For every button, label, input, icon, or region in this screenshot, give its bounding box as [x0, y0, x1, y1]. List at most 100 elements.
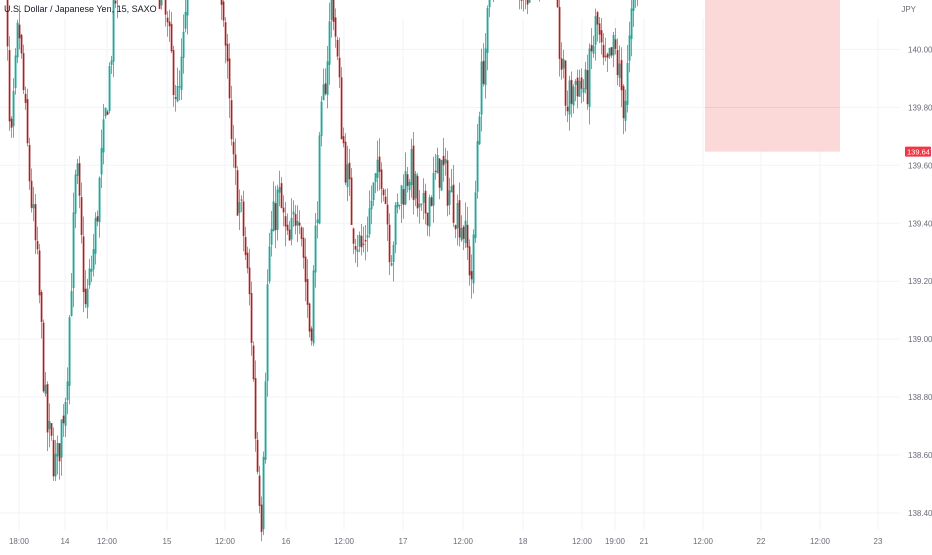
candle-body [326, 61, 329, 95]
candle-body [336, 39, 339, 57]
candle-body [564, 60, 567, 106]
candle-body [464, 220, 467, 244]
x-tick-label: 14 [61, 537, 70, 546]
candle-body [416, 175, 419, 209]
candle-body [18, 24, 21, 39]
candle-body [104, 107, 107, 117]
candle-body [314, 225, 317, 273]
candle-body [344, 141, 347, 183]
chart-title: U.S. Dollar / Japanese Yen, 15, SAXO [4, 4, 157, 14]
candle-body [324, 83, 327, 94]
candle-body [584, 69, 587, 90]
candle-body [240, 199, 243, 201]
candle-body [472, 234, 475, 284]
candle-body [566, 106, 569, 112]
candle-series [6, 0, 638, 542]
candle-body [322, 84, 325, 101]
x-tick-label: 12:00 [693, 537, 714, 546]
candle-body [232, 141, 235, 155]
stop-loss-label-bg [905, 146, 931, 157]
candle-body [456, 202, 459, 229]
candle-body [70, 290, 73, 317]
candle-body [460, 228, 463, 241]
candle-body [428, 197, 431, 227]
candle-body [80, 196, 83, 236]
candle-body [398, 204, 401, 206]
candle-body [242, 201, 245, 237]
candle-body [170, 23, 173, 52]
x-tick-label: 18:00 [9, 537, 30, 546]
candle-body [180, 56, 183, 91]
candle-body [572, 86, 575, 106]
candle-body [476, 141, 479, 192]
candle-body [68, 317, 71, 386]
candle-body [312, 270, 315, 344]
candle-body [334, 17, 337, 37]
candle-body [442, 155, 445, 166]
candle-body [12, 91, 15, 127]
x-tick-label: 12:00 [453, 537, 474, 546]
time-axis: 18:00 14 12:00 15 12:00 16 12:00 17 12:00 18 12:00… [9, 537, 883, 546]
x-tick-label: 22 [757, 537, 766, 546]
x-tick-label: 21 [640, 537, 649, 546]
candle-body [174, 97, 177, 99]
candle-body [316, 219, 319, 223]
candle-body [42, 322, 45, 392]
candle-body [378, 156, 381, 172]
candle-body [258, 475, 261, 506]
candle-body [630, 8, 633, 39]
candle-body [270, 228, 273, 245]
candle-body [592, 45, 595, 54]
candle-body [376, 159, 379, 178]
candle-body [58, 443, 61, 462]
candle-body [582, 88, 585, 93]
candle-body [462, 226, 465, 239]
candle-body [568, 80, 571, 115]
candle-body [436, 155, 439, 174]
candle-body [620, 60, 623, 91]
loss-zone [705, 0, 840, 152]
candle-body [352, 228, 355, 244]
price-axis: 141.800141.600141.400141.200141.000140.8… [908, 45, 932, 518]
candle-body [622, 85, 625, 119]
candle-body [624, 100, 627, 121]
x-tick-label: 12:00 [215, 537, 236, 546]
candle-body [370, 200, 373, 210]
candle-body [84, 288, 87, 305]
candle-body [402, 188, 405, 205]
candle-body [72, 212, 75, 289]
candle-body [432, 172, 435, 206]
candle-body [560, 58, 563, 70]
candle-body [256, 439, 259, 472]
stop-loss-label: 139.647 [907, 148, 932, 157]
candle-body [224, 22, 227, 46]
candle-body [76, 163, 79, 176]
candle-body [96, 216, 99, 222]
candle-body [576, 77, 579, 97]
y-tick-label: 138.400 [908, 509, 932, 518]
candle-body [44, 384, 47, 394]
candle-body [14, 55, 17, 88]
candle-body [608, 47, 611, 57]
candle-body [264, 381, 267, 460]
candle-body [112, 0, 115, 62]
candle-body [22, 53, 25, 91]
candle-body [288, 229, 291, 241]
candle-body [36, 240, 39, 250]
candle-body [52, 439, 55, 477]
x-tick-label: 12:00 [97, 537, 118, 546]
candle-body [600, 30, 603, 43]
candle-body [356, 249, 359, 252]
candle-body [602, 44, 605, 58]
candle-body [10, 118, 13, 128]
candle-body [158, 0, 161, 9]
candle-body [86, 288, 89, 308]
candle-body [340, 77, 343, 140]
candle-body [598, 23, 601, 35]
candle-body [262, 456, 265, 530]
candle-body [614, 39, 617, 50]
candle-body [562, 58, 565, 69]
x-tick-label: 23 [874, 537, 883, 546]
